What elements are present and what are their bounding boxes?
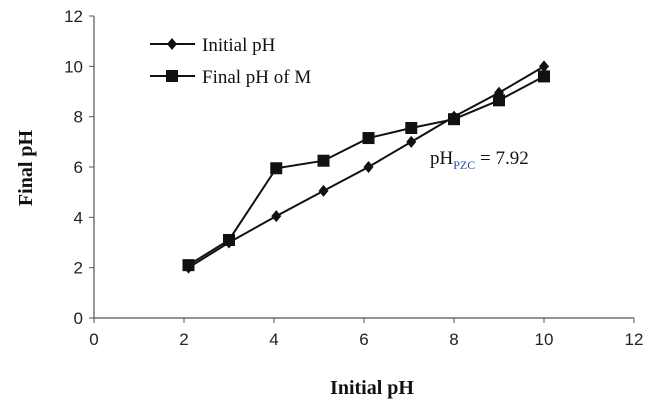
y-tick-label: 0	[74, 309, 83, 328]
y-tick-label: 2	[74, 259, 83, 278]
x-tick-label: 4	[269, 330, 278, 349]
data-point-diamond	[271, 210, 282, 223]
data-point-square	[493, 94, 505, 107]
legend-item-final-ph-of-m: Final pH of M	[150, 67, 311, 88]
series-final-ph-of-m	[182, 70, 550, 272]
data-point-square	[362, 132, 375, 145]
data-point-diamond	[363, 161, 374, 173]
x-tick-label: 8	[449, 330, 458, 349]
series-line	[187, 75, 545, 266]
data-point-square	[317, 154, 330, 167]
data-point-square	[270, 162, 283, 175]
pzc-annotation-main: pH	[430, 148, 454, 169]
legend-label-initial-ph: Initial pH	[202, 35, 276, 56]
data-point-square	[182, 259, 195, 272]
y-tick-label: 6	[74, 158, 83, 177]
legend: Initial pH Final pH of M	[150, 35, 311, 88]
legend-label-final-ph-of-m: Final pH of M	[202, 67, 311, 88]
y-tick-label: 10	[64, 57, 83, 76]
legend-marker-square	[166, 70, 178, 82]
pzc-annotation-value: = 7.92	[475, 148, 528, 169]
x-tick-labels: 0 2 4 6 8 10 12	[89, 330, 643, 349]
pzc-annotation-subscript: PZC	[453, 158, 475, 172]
data-point-diamond	[318, 184, 329, 197]
pzc-annotation: pHPZC = 7.92	[430, 148, 529, 172]
y-axis-title: Final pH	[15, 129, 37, 206]
legend-marker-diamond	[167, 38, 177, 50]
x-tick-label: 6	[359, 330, 368, 349]
x-tick-label: 2	[179, 330, 188, 349]
x-axis-title: Initial pH	[330, 377, 414, 399]
y-tick-label: 8	[74, 108, 83, 127]
data-point-square	[405, 121, 418, 134]
x-tick-label: 10	[535, 330, 554, 349]
y-tick-labels: 0 2 4 6 8 10 12	[64, 7, 83, 328]
y-tick-label: 12	[64, 7, 83, 26]
legend-item-initial-ph: Initial pH	[150, 35, 276, 56]
axes	[89, 15, 635, 323]
y-tick-label: 4	[74, 208, 83, 227]
series-layer	[182, 60, 550, 274]
data-point-square	[223, 233, 235, 246]
x-tick-label: 12	[625, 330, 644, 349]
data-point-square	[538, 70, 550, 83]
data-point-diamond	[406, 135, 417, 148]
data-point-square	[448, 113, 460, 126]
x-tick-label: 0	[89, 330, 98, 349]
data-point-diamond	[539, 60, 549, 73]
